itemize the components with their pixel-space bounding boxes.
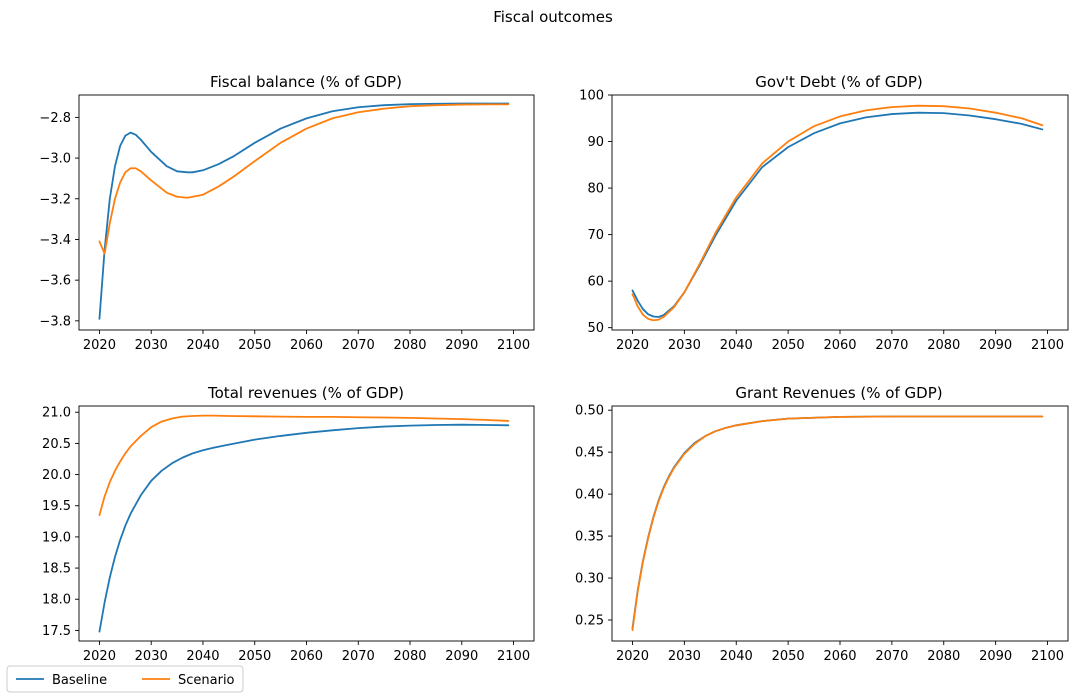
x-tick-label: 2070 xyxy=(342,338,375,353)
x-tick-label: 2080 xyxy=(927,338,960,353)
x-tick-label: 2050 xyxy=(772,338,805,353)
panel-title: Fiscal balance (% of GDP) xyxy=(210,73,402,91)
x-tick-label: 2050 xyxy=(238,338,271,353)
x-tick-label: 2090 xyxy=(979,338,1012,353)
x-tick-label: 2090 xyxy=(445,338,478,353)
x-tick-label: 2030 xyxy=(668,338,701,353)
x-tick-label: 2040 xyxy=(720,649,753,664)
x-tick-label: 2030 xyxy=(135,338,168,353)
x-tick-label: 2100 xyxy=(1031,649,1064,664)
x-tick-label: 2080 xyxy=(393,338,426,353)
x-tick-label: 2040 xyxy=(186,649,219,664)
y-tick-label: 90 xyxy=(587,135,604,150)
x-tick-label: 2070 xyxy=(875,649,908,664)
y-tick-label: 0.50 xyxy=(575,404,604,419)
series-line-scenario xyxy=(631,104,1044,322)
axes-frame xyxy=(611,405,1069,642)
x-tick-label: 2060 xyxy=(290,649,323,664)
legend-frame xyxy=(6,665,244,693)
y-tick-label: 0.30 xyxy=(575,572,604,587)
y-tick-label: 20.0 xyxy=(42,468,71,483)
series-line-scenario xyxy=(98,103,510,255)
x-tick-label: 2060 xyxy=(823,338,856,353)
legend-label-baseline: Baseline xyxy=(52,673,107,688)
x-tick-label: 2020 xyxy=(616,649,649,664)
x-tick-label: 2100 xyxy=(497,649,530,664)
panel-title: Total revenues (% of GDP) xyxy=(207,384,404,402)
y-tick-label: 19.5 xyxy=(42,499,71,514)
y-tick-label: 50 xyxy=(587,321,604,336)
y-tick-label: 0.40 xyxy=(575,488,604,503)
y-tick-label: 0.25 xyxy=(575,614,604,629)
x-tick-label: 2060 xyxy=(290,338,323,353)
y-tick-label: 100 xyxy=(579,89,604,104)
x-tick-label: 2070 xyxy=(342,649,375,664)
x-tick-label: 2050 xyxy=(772,649,805,664)
legend: Baseline Scenario xyxy=(6,665,244,693)
panel-title: Gov't Debt (% of GDP) xyxy=(755,73,923,91)
y-tick-label: 0.35 xyxy=(575,530,604,545)
x-tick-label: 2050 xyxy=(238,649,271,664)
x-tick-label: 2020 xyxy=(83,649,116,664)
x-tick-label: 2030 xyxy=(135,649,168,664)
x-tick-label: 2040 xyxy=(720,338,753,353)
y-tick-label: 18.0 xyxy=(42,593,71,608)
x-tick-label: 2090 xyxy=(445,649,478,664)
series-line-baseline xyxy=(98,102,510,320)
x-tick-label: 2020 xyxy=(616,338,649,353)
y-tick-label: 18.5 xyxy=(42,562,71,577)
y-tick-label: 80 xyxy=(587,182,604,197)
x-tick-label: 2060 xyxy=(823,649,856,664)
y-tick-label: 0.45 xyxy=(575,446,604,461)
x-tick-label: 2030 xyxy=(668,649,701,664)
y-tick-label: 17.5 xyxy=(42,624,71,639)
figure-title: Fiscal outcomes xyxy=(493,8,613,26)
x-tick-label: 2080 xyxy=(927,649,960,664)
series-line-baseline xyxy=(98,423,510,633)
panel-govt-debt: Gov't Debt (% of GDP) 2020 2030 2040 2050 20… xyxy=(579,73,1069,353)
y-tick-label: −3.8 xyxy=(39,314,71,329)
series-line-baseline xyxy=(631,415,1044,630)
y-tick-label: −3.2 xyxy=(39,192,71,207)
series-line-baseline xyxy=(631,111,1044,318)
panel-fiscal-balance: Fiscal balance (% of GDP) 2020 2030 2040 20… xyxy=(39,73,535,353)
y-tick-label: 70 xyxy=(587,228,604,243)
y-tick-label: −3.6 xyxy=(39,274,71,289)
panel-title: Grant Revenues (% of GDP) xyxy=(735,384,942,402)
axes-frame xyxy=(78,405,535,642)
axes-frame xyxy=(611,94,1069,331)
x-tick-label: 2090 xyxy=(979,649,1012,664)
series-line-scenario xyxy=(631,415,1044,631)
y-tick-label: 20.5 xyxy=(42,437,71,452)
y-tick-label: 60 xyxy=(587,275,604,290)
y-tick-label: 21.0 xyxy=(42,406,71,421)
y-tick-label: −3.4 xyxy=(39,233,71,248)
panel-total-revenues: Total revenues (% of GDP) 2020 2030 2040 20… xyxy=(42,384,535,664)
y-tick-label: −2.8 xyxy=(39,111,71,126)
y-tick-label: 19.0 xyxy=(42,530,71,545)
x-tick-label: 2080 xyxy=(393,649,426,664)
x-tick-label: 2100 xyxy=(497,338,530,353)
x-tick-label: 2020 xyxy=(83,338,116,353)
legend-label-scenario: Scenario xyxy=(178,673,235,688)
x-tick-label: 2040 xyxy=(186,338,219,353)
y-tick-label: −3.0 xyxy=(39,152,71,167)
x-tick-label: 2070 xyxy=(875,338,908,353)
series-line-scenario xyxy=(98,414,510,516)
x-tick-label: 2100 xyxy=(1031,338,1064,353)
axes-frame xyxy=(78,94,535,331)
panel-grant-revenues: Grant Revenues (% of GDP) 2020 2030 2040 20… xyxy=(575,384,1069,664)
